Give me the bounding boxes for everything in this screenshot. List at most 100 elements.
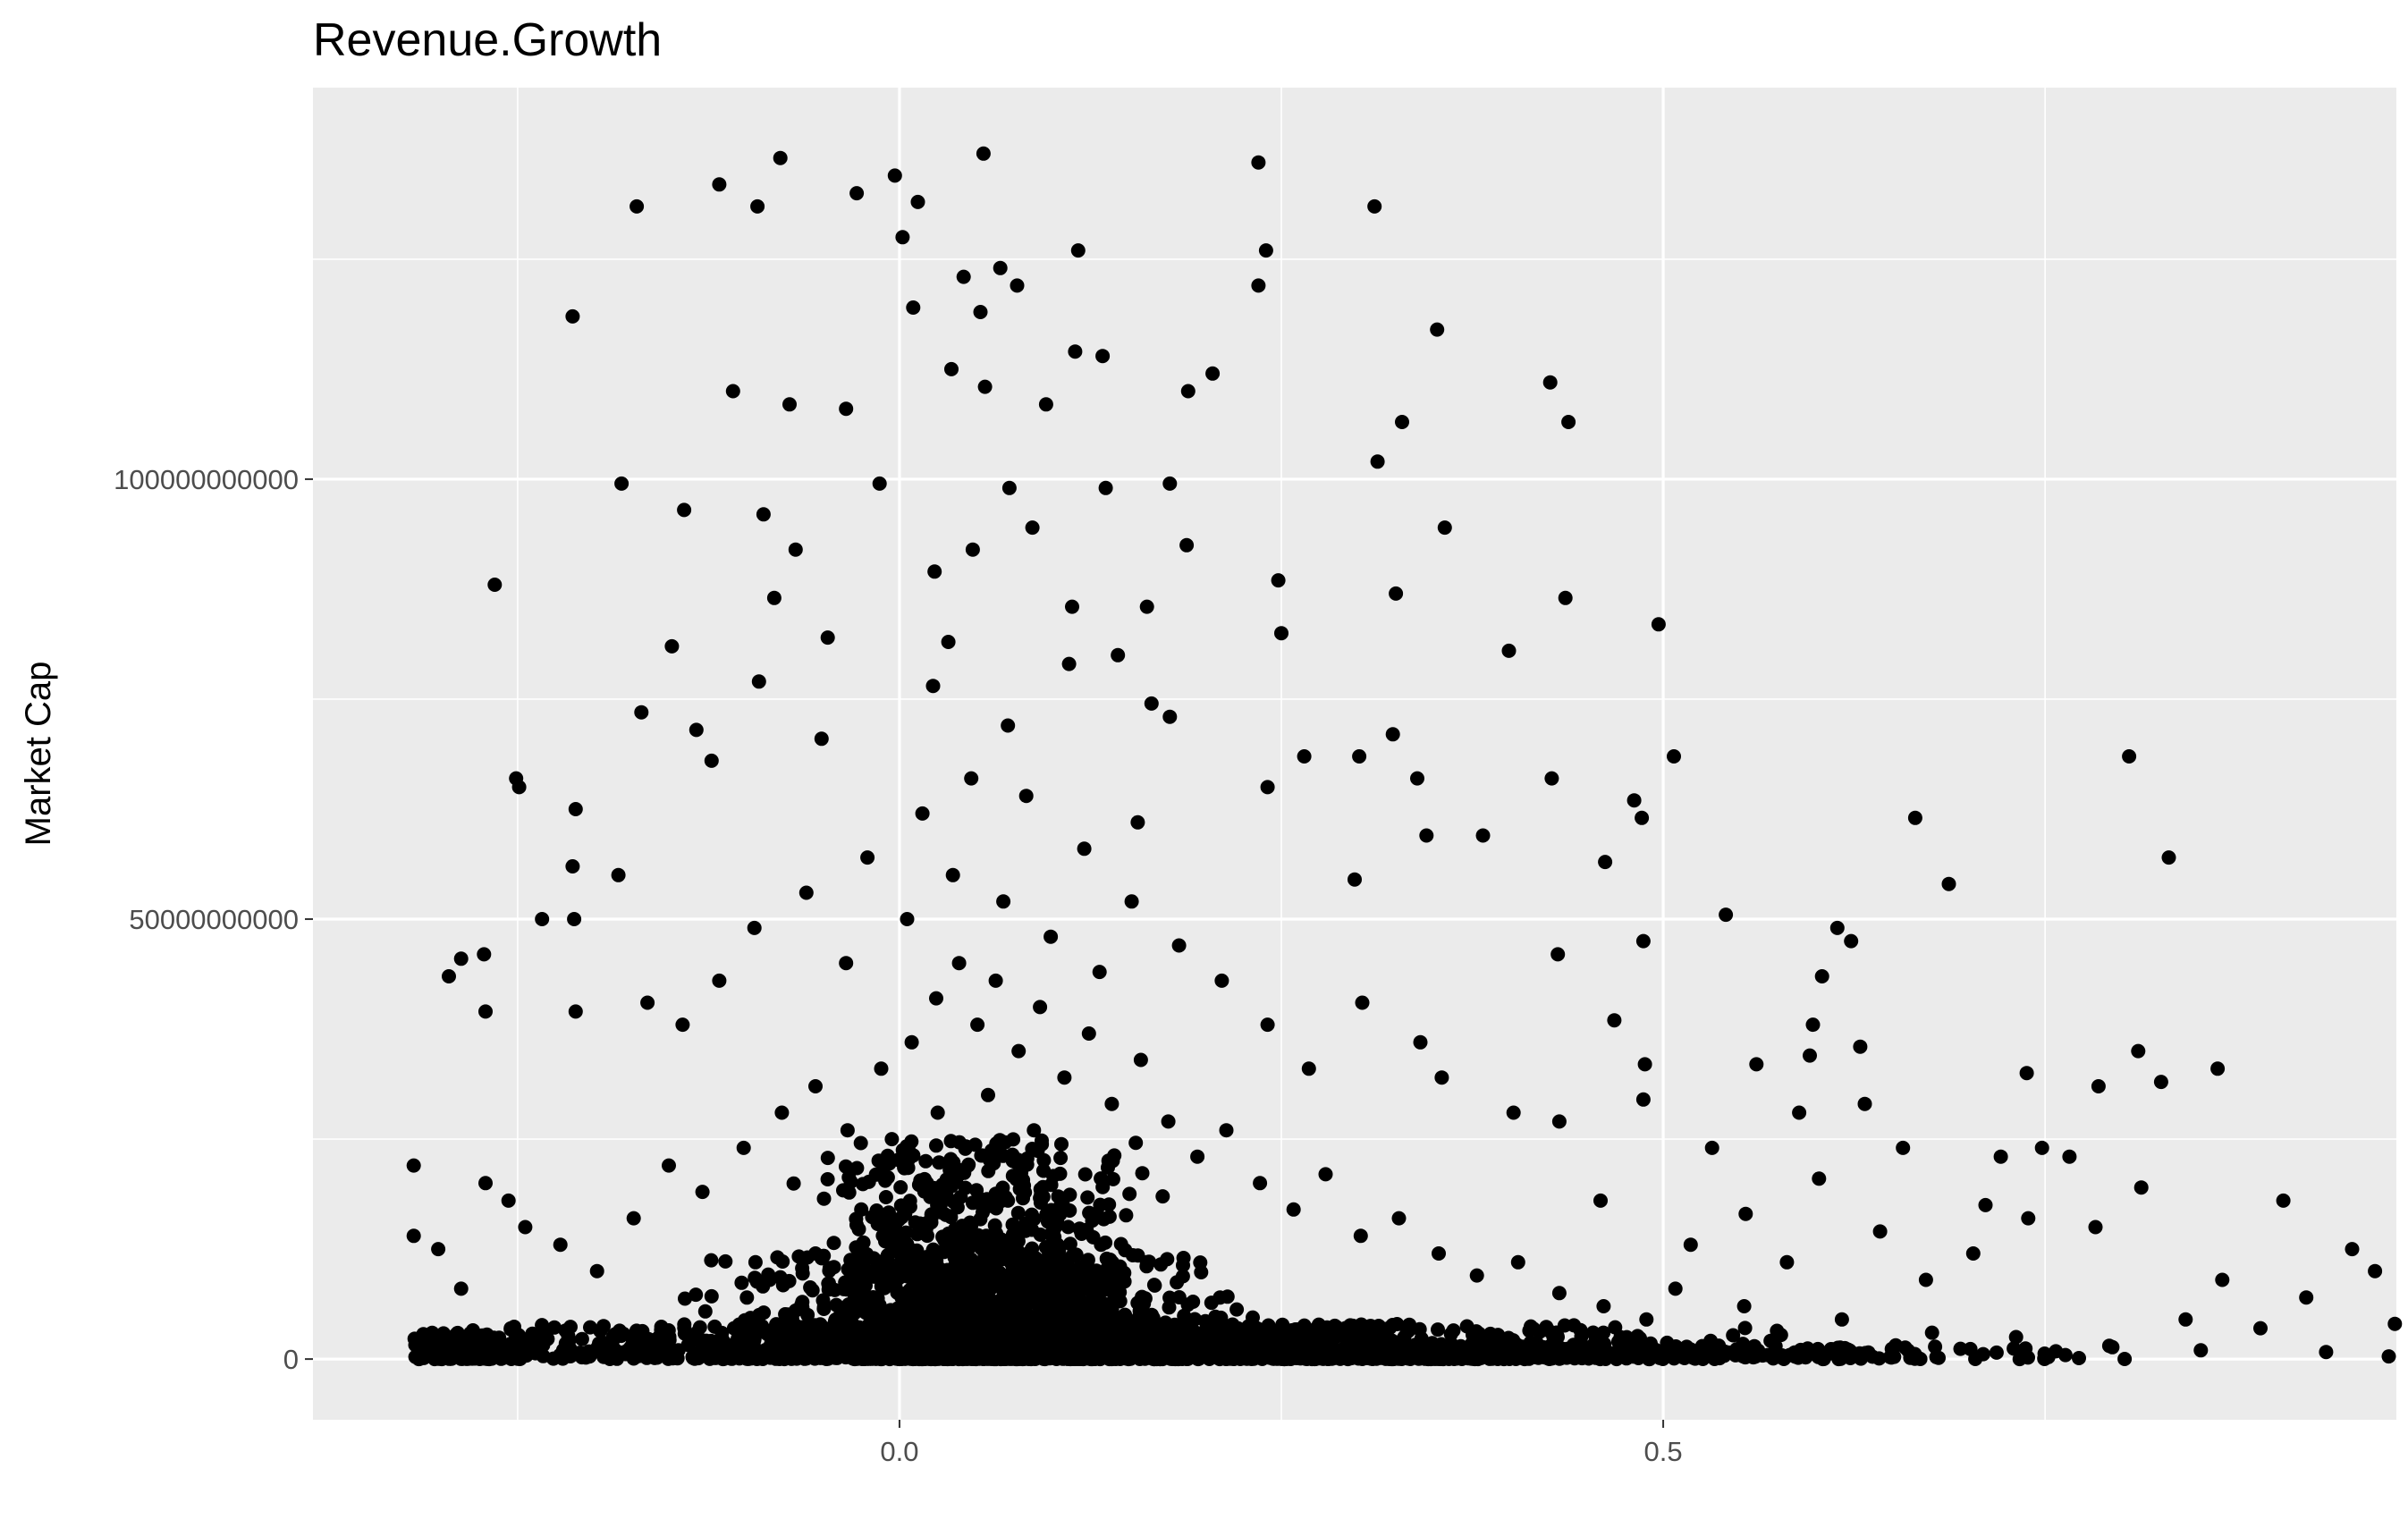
data-point	[453, 951, 469, 966]
data-point	[501, 1193, 516, 1208]
data-point	[1446, 1323, 1461, 1338]
data-point	[854, 1202, 869, 1217]
data-point	[839, 1159, 853, 1174]
data-point	[1395, 415, 1409, 429]
data-point	[2381, 1349, 2396, 1364]
data-point	[855, 1298, 870, 1313]
data-point	[689, 722, 704, 738]
data-point	[964, 771, 979, 786]
data-point	[1853, 1039, 1868, 1054]
data-point	[565, 308, 580, 324]
data-point	[1598, 855, 1613, 870]
data-point	[883, 1263, 897, 1278]
data-point	[1963, 1341, 1978, 1356]
data-point	[1975, 1346, 1990, 1362]
data-point	[894, 1318, 909, 1333]
data-point	[1965, 1246, 1981, 1261]
data-point	[1036, 1152, 1052, 1168]
data-point	[1635, 1092, 1651, 1107]
data-point	[985, 1317, 1001, 1331]
data-point	[1111, 1317, 1126, 1332]
y-axis-ticks: 0 50000000000 100000000000	[114, 464, 313, 1375]
data-point	[841, 1297, 856, 1312]
data-point	[406, 1228, 421, 1244]
data-point	[1105, 1255, 1120, 1270]
data-point	[934, 1205, 950, 1220]
data-point	[1225, 1317, 1240, 1332]
data-point	[1062, 1327, 1077, 1342]
data-point	[1711, 1346, 1727, 1361]
data-point	[998, 1279, 1013, 1295]
data-point	[472, 1337, 487, 1352]
data-point	[2345, 1242, 2360, 1257]
data-point	[468, 1351, 483, 1366]
data-point	[849, 186, 865, 201]
data-point	[1352, 749, 1367, 764]
data-point	[1214, 1325, 1229, 1339]
data-point	[406, 1158, 421, 1173]
data-point	[1389, 586, 1404, 601]
data-point	[1258, 243, 1273, 258]
data-point	[996, 894, 1011, 909]
data-point	[1379, 1328, 1394, 1343]
data-point	[1558, 590, 1573, 605]
data-point	[425, 1344, 439, 1359]
data-point	[874, 1061, 889, 1076]
data-point	[2210, 1061, 2226, 1076]
data-point	[1284, 1323, 1299, 1338]
data-point	[601, 1338, 615, 1354]
data-point	[1544, 1342, 1559, 1357]
data-point	[1135, 1166, 1150, 1181]
data-point	[1179, 537, 1195, 553]
data-point	[919, 1215, 934, 1230]
data-point	[1190, 1149, 1205, 1164]
data-point	[1561, 415, 1576, 429]
data-point	[1204, 1295, 1219, 1311]
data-point	[899, 1225, 914, 1240]
data-point	[1260, 780, 1275, 795]
data-point	[771, 1329, 786, 1345]
data-point	[993, 260, 1008, 275]
data-point	[946, 1194, 961, 1210]
data-point	[1176, 1258, 1190, 1273]
data-point	[869, 1299, 884, 1314]
data-point	[1074, 1260, 1089, 1275]
data-point	[1102, 1209, 1117, 1224]
data-point	[1130, 1348, 1145, 1363]
data-point	[525, 1326, 540, 1341]
data-point	[1719, 907, 1734, 923]
data-point	[887, 168, 902, 183]
data-point	[1884, 1350, 1899, 1365]
data-point	[1501, 643, 1517, 658]
data-point	[756, 507, 771, 522]
data-point	[943, 1134, 959, 1149]
data-point	[1021, 1294, 1036, 1309]
data-point	[450, 1325, 465, 1340]
data-point	[970, 1017, 985, 1033]
data-point	[677, 1317, 692, 1332]
data-point	[918, 1298, 934, 1313]
data-point	[1128, 1135, 1144, 1151]
data-point	[1651, 617, 1666, 632]
data-point	[1062, 1236, 1077, 1252]
data-point	[1006, 1259, 1020, 1273]
data-point	[985, 1348, 1001, 1363]
data-point	[568, 1004, 583, 1019]
data-point	[1533, 1324, 1548, 1339]
data-point	[1035, 1297, 1051, 1312]
data-point	[1049, 1301, 1064, 1315]
data-point	[1033, 1191, 1048, 1205]
data-point	[1081, 1026, 1096, 1041]
data-point	[535, 912, 550, 926]
data-point	[1153, 1352, 1168, 1367]
data-point	[1025, 520, 1040, 536]
data-point	[2019, 1066, 2034, 1081]
data-point	[1683, 1237, 1698, 1253]
data-point	[1161, 1114, 1176, 1129]
data-point	[953, 1287, 968, 1302]
data-point	[1346, 1318, 1360, 1333]
data-point	[826, 1260, 841, 1275]
data-point	[1635, 933, 1651, 949]
data-point	[1096, 1345, 1111, 1360]
data-point	[1437, 520, 1452, 536]
